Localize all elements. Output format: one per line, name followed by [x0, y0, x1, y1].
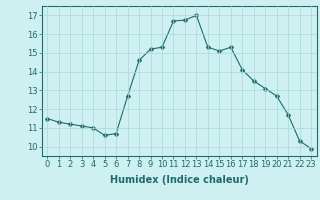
X-axis label: Humidex (Indice chaleur): Humidex (Indice chaleur)	[110, 175, 249, 185]
